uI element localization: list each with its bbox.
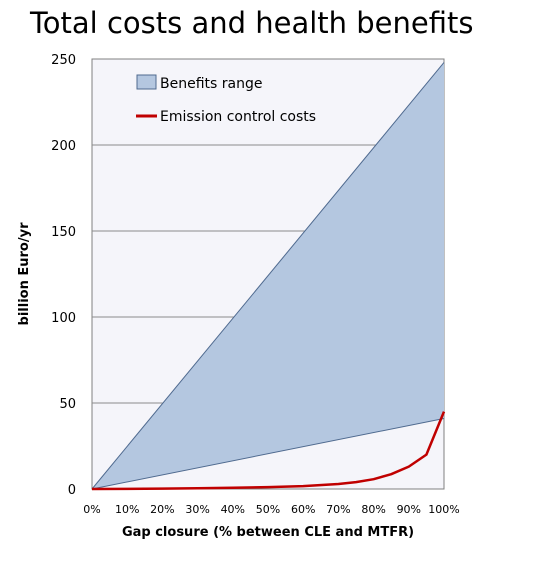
x-tick-label: 0% — [83, 503, 100, 516]
y-tick-label: 0 — [68, 483, 76, 498]
x-tick-label: 60% — [291, 503, 315, 516]
x-tick-label: 80% — [361, 503, 385, 516]
y-tick-label: 100 — [51, 311, 76, 326]
benefits-lower-edge — [91, 417, 445, 490]
legend-label-benefits-range: Benefits range — [160, 76, 262, 92]
x-tick-label: 90% — [397, 503, 421, 516]
x-axis-ticks: 0% 10% 20% 30% 40% 50% 60% 70% 80% 90% 100% — [83, 503, 459, 516]
legend-swatch-benefits-range — [136, 74, 157, 90]
y-tick-label: 150 — [51, 225, 76, 240]
chart-marks — [91, 62, 446, 491]
y-tick-label: 50 — [59, 397, 76, 412]
benefits-upper-edge — [91, 62, 445, 490]
y-axis-label: billion Euro/yr — [17, 222, 32, 326]
x-tick-label: 40% — [221, 503, 245, 516]
y-axis-ticks: 0 50 100 150 200 250 — [51, 53, 76, 498]
x-tick-label: 30% — [185, 503, 209, 516]
y-tick-label: 200 — [51, 139, 76, 154]
legend: Benefits range Emission control costs — [136, 74, 316, 125]
x-tick-label: 20% — [150, 503, 174, 516]
emission-control-costs-line — [91, 411, 446, 491]
chart-title: Total costs and health benefits — [30, 6, 474, 40]
legend-label-emission-control-costs: Emission control costs — [160, 109, 316, 125]
x-tick-label: 50% — [256, 503, 280, 516]
x-axis-label: Gap closure (% between CLE and MTFR) — [122, 525, 414, 540]
x-tick-label: 70% — [326, 503, 350, 516]
y-tick-label: 250 — [51, 53, 76, 68]
x-tick-label: 10% — [115, 503, 139, 516]
x-tick-label: 100% — [428, 503, 459, 516]
